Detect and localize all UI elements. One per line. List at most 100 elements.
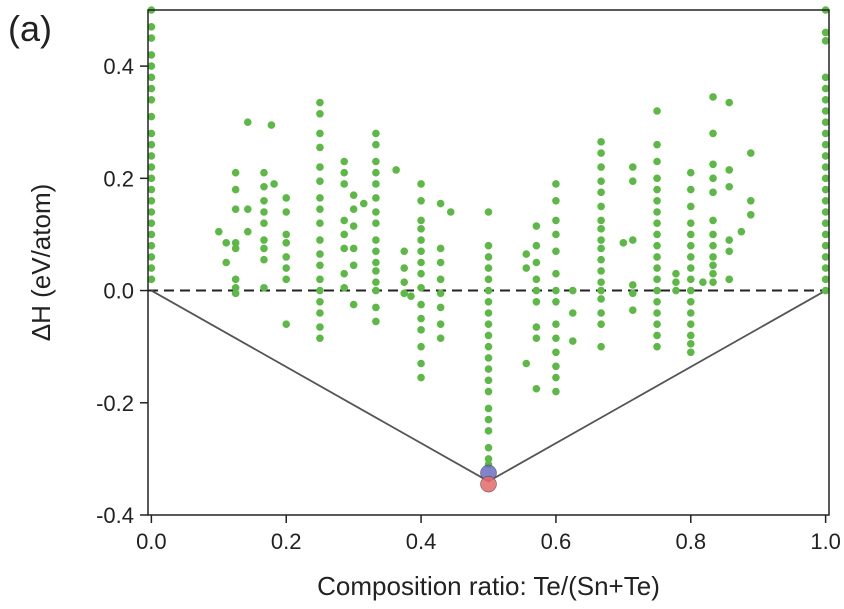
data-point bbox=[821, 264, 830, 272]
data-point bbox=[628, 281, 637, 289]
data-point bbox=[725, 236, 734, 244]
data-point bbox=[484, 320, 493, 329]
data-point bbox=[231, 185, 240, 194]
data-point bbox=[147, 140, 156, 149]
data-point bbox=[484, 342, 493, 351]
data-point bbox=[484, 331, 493, 340]
data-point bbox=[260, 219, 268, 228]
data-point bbox=[147, 152, 156, 160]
data-point bbox=[243, 227, 252, 236]
convex-hull bbox=[150, 289, 827, 483]
data-point bbox=[532, 275, 541, 284]
data-point bbox=[417, 314, 425, 323]
data-point bbox=[552, 373, 560, 382]
data-point bbox=[316, 286, 324, 295]
data-point bbox=[653, 331, 661, 340]
data-point bbox=[597, 202, 605, 211]
data-point bbox=[597, 309, 605, 317]
data-point bbox=[653, 140, 661, 149]
data-point bbox=[597, 244, 605, 253]
data-point bbox=[340, 283, 349, 292]
data-point bbox=[686, 348, 695, 357]
data-point bbox=[821, 174, 830, 183]
data-point bbox=[417, 216, 425, 225]
data-point bbox=[372, 286, 380, 295]
data-point bbox=[400, 278, 409, 286]
data-point bbox=[436, 199, 445, 208]
data-point bbox=[147, 23, 156, 31]
data-point bbox=[372, 247, 380, 256]
plot-frame bbox=[147, 9, 830, 516]
data-point bbox=[260, 255, 268, 264]
data-point bbox=[597, 286, 605, 295]
data-point bbox=[340, 244, 349, 253]
red-highlight-point bbox=[480, 475, 497, 493]
data-point bbox=[484, 365, 493, 373]
data-point bbox=[222, 258, 231, 267]
data-point bbox=[372, 140, 380, 149]
data-point bbox=[372, 317, 380, 326]
data-point bbox=[260, 283, 268, 292]
y-tick-label: -0.2 bbox=[96, 391, 134, 416]
data-point bbox=[316, 309, 324, 317]
data-point bbox=[821, 37, 830, 45]
data-point bbox=[653, 253, 661, 261]
data-point bbox=[260, 196, 268, 205]
data-point bbox=[552, 362, 560, 371]
x-tick-label: 0.2 bbox=[271, 529, 302, 554]
data-point bbox=[147, 62, 156, 70]
data-point bbox=[316, 219, 324, 228]
data-point bbox=[147, 34, 156, 42]
data-point bbox=[316, 205, 324, 213]
data-point bbox=[316, 275, 324, 284]
data-point bbox=[821, 129, 830, 138]
data-point bbox=[270, 180, 278, 188]
highlighted-points bbox=[480, 464, 497, 493]
data-point bbox=[147, 112, 156, 121]
data-point bbox=[532, 258, 541, 267]
data-point bbox=[709, 278, 717, 286]
data-point bbox=[316, 334, 324, 343]
data-point bbox=[147, 208, 156, 216]
data-point bbox=[231, 205, 240, 213]
x-tick-label: 0.6 bbox=[541, 529, 572, 554]
panel-label: (a) bbox=[8, 8, 52, 49]
data-point bbox=[597, 177, 605, 185]
y-tick-label: -0.4 bbox=[96, 503, 134, 528]
data-point bbox=[484, 404, 493, 413]
data-point bbox=[821, 286, 830, 295]
data-point bbox=[260, 168, 268, 177]
data-point bbox=[686, 331, 695, 340]
data-point bbox=[552, 387, 560, 396]
data-point bbox=[484, 427, 493, 435]
data-point bbox=[746, 196, 755, 205]
data-point bbox=[372, 208, 380, 216]
data-point bbox=[597, 149, 605, 157]
y-axis-title: ΔH (eV/atom) bbox=[26, 184, 56, 342]
data-point bbox=[417, 180, 425, 188]
data-point bbox=[417, 342, 425, 351]
data-point bbox=[147, 185, 156, 194]
data-point bbox=[214, 227, 223, 236]
data-point bbox=[628, 163, 637, 171]
data-point bbox=[725, 182, 734, 191]
data-point bbox=[231, 244, 240, 253]
data-point bbox=[417, 300, 425, 309]
data-point bbox=[147, 73, 156, 82]
x-axis-ticks: 0.0 0.2 0.4 0.6 0.8 1.0 bbox=[136, 515, 841, 554]
data-point bbox=[417, 326, 425, 334]
data-point bbox=[282, 230, 291, 239]
data-point bbox=[147, 174, 156, 183]
y-tick-label: 0.4 bbox=[103, 54, 134, 79]
data-point bbox=[417, 247, 425, 256]
data-point bbox=[484, 376, 493, 385]
data-point bbox=[349, 261, 358, 270]
data-point bbox=[709, 230, 717, 239]
data-point bbox=[407, 292, 415, 300]
data-point bbox=[316, 110, 324, 118]
data-point bbox=[552, 286, 560, 295]
data-points bbox=[147, 6, 830, 469]
data-point bbox=[522, 264, 531, 272]
data-point bbox=[372, 157, 380, 166]
